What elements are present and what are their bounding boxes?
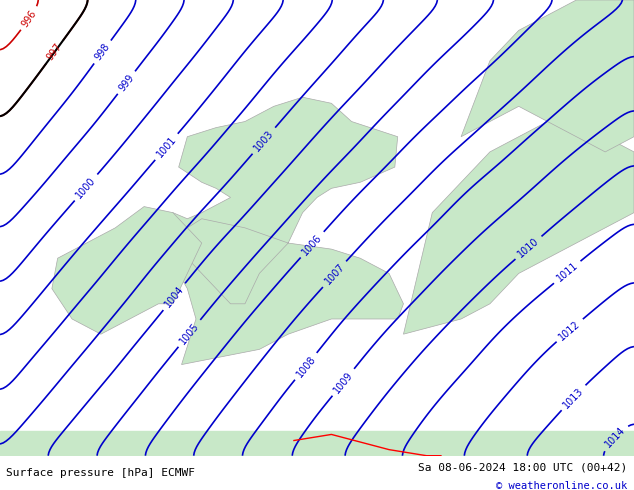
Text: © weatheronline.co.uk: © weatheronline.co.uk — [496, 481, 628, 490]
Text: 1005: 1005 — [178, 320, 201, 346]
Text: 999: 999 — [117, 72, 136, 93]
Polygon shape — [403, 122, 634, 334]
Text: 1012: 1012 — [557, 318, 582, 342]
Text: 1011: 1011 — [555, 261, 580, 284]
Text: Sa 08-06-2024 18:00 UTC (00+42): Sa 08-06-2024 18:00 UTC (00+42) — [418, 463, 628, 473]
Text: 1000: 1000 — [74, 175, 98, 200]
Polygon shape — [52, 207, 202, 334]
Text: 1003: 1003 — [252, 128, 276, 153]
Text: 1014: 1014 — [603, 425, 627, 450]
Text: 1008: 1008 — [294, 354, 318, 379]
Text: 1007: 1007 — [323, 262, 347, 287]
Text: Surface pressure [hPa] ECMWF: Surface pressure [hPa] ECMWF — [6, 468, 195, 478]
Text: 1010: 1010 — [516, 236, 541, 260]
Text: 1001: 1001 — [155, 134, 178, 159]
Text: 998: 998 — [93, 42, 112, 62]
Text: 1013: 1013 — [561, 385, 585, 410]
Text: 1004: 1004 — [162, 284, 186, 309]
Text: 1009: 1009 — [332, 369, 355, 395]
Text: 996: 996 — [20, 8, 39, 29]
Text: 1006: 1006 — [301, 232, 324, 257]
Polygon shape — [0, 431, 634, 456]
Polygon shape — [150, 97, 403, 365]
Text: 997: 997 — [45, 42, 64, 62]
Polygon shape — [461, 0, 634, 152]
